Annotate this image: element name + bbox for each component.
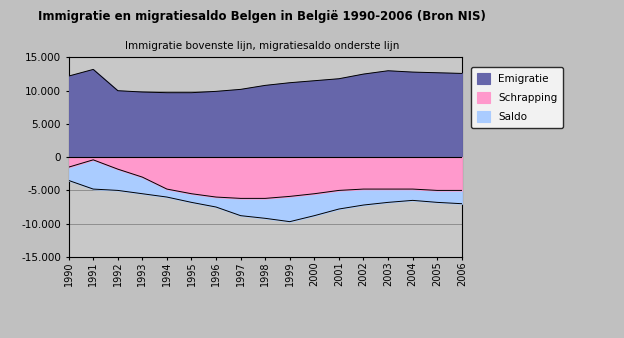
Text: Immigratie bovenste lijn, migratiesaldo onderste lijn: Immigratie bovenste lijn, migratiesaldo …	[125, 41, 399, 51]
Legend: Emigratie, Schrapping, Saldo: Emigratie, Schrapping, Saldo	[471, 67, 563, 128]
Text: Immigratie en migratiesaldo Belgen in België 1990-2006 (Bron NIS): Immigratie en migratiesaldo Belgen in Be…	[38, 10, 486, 23]
